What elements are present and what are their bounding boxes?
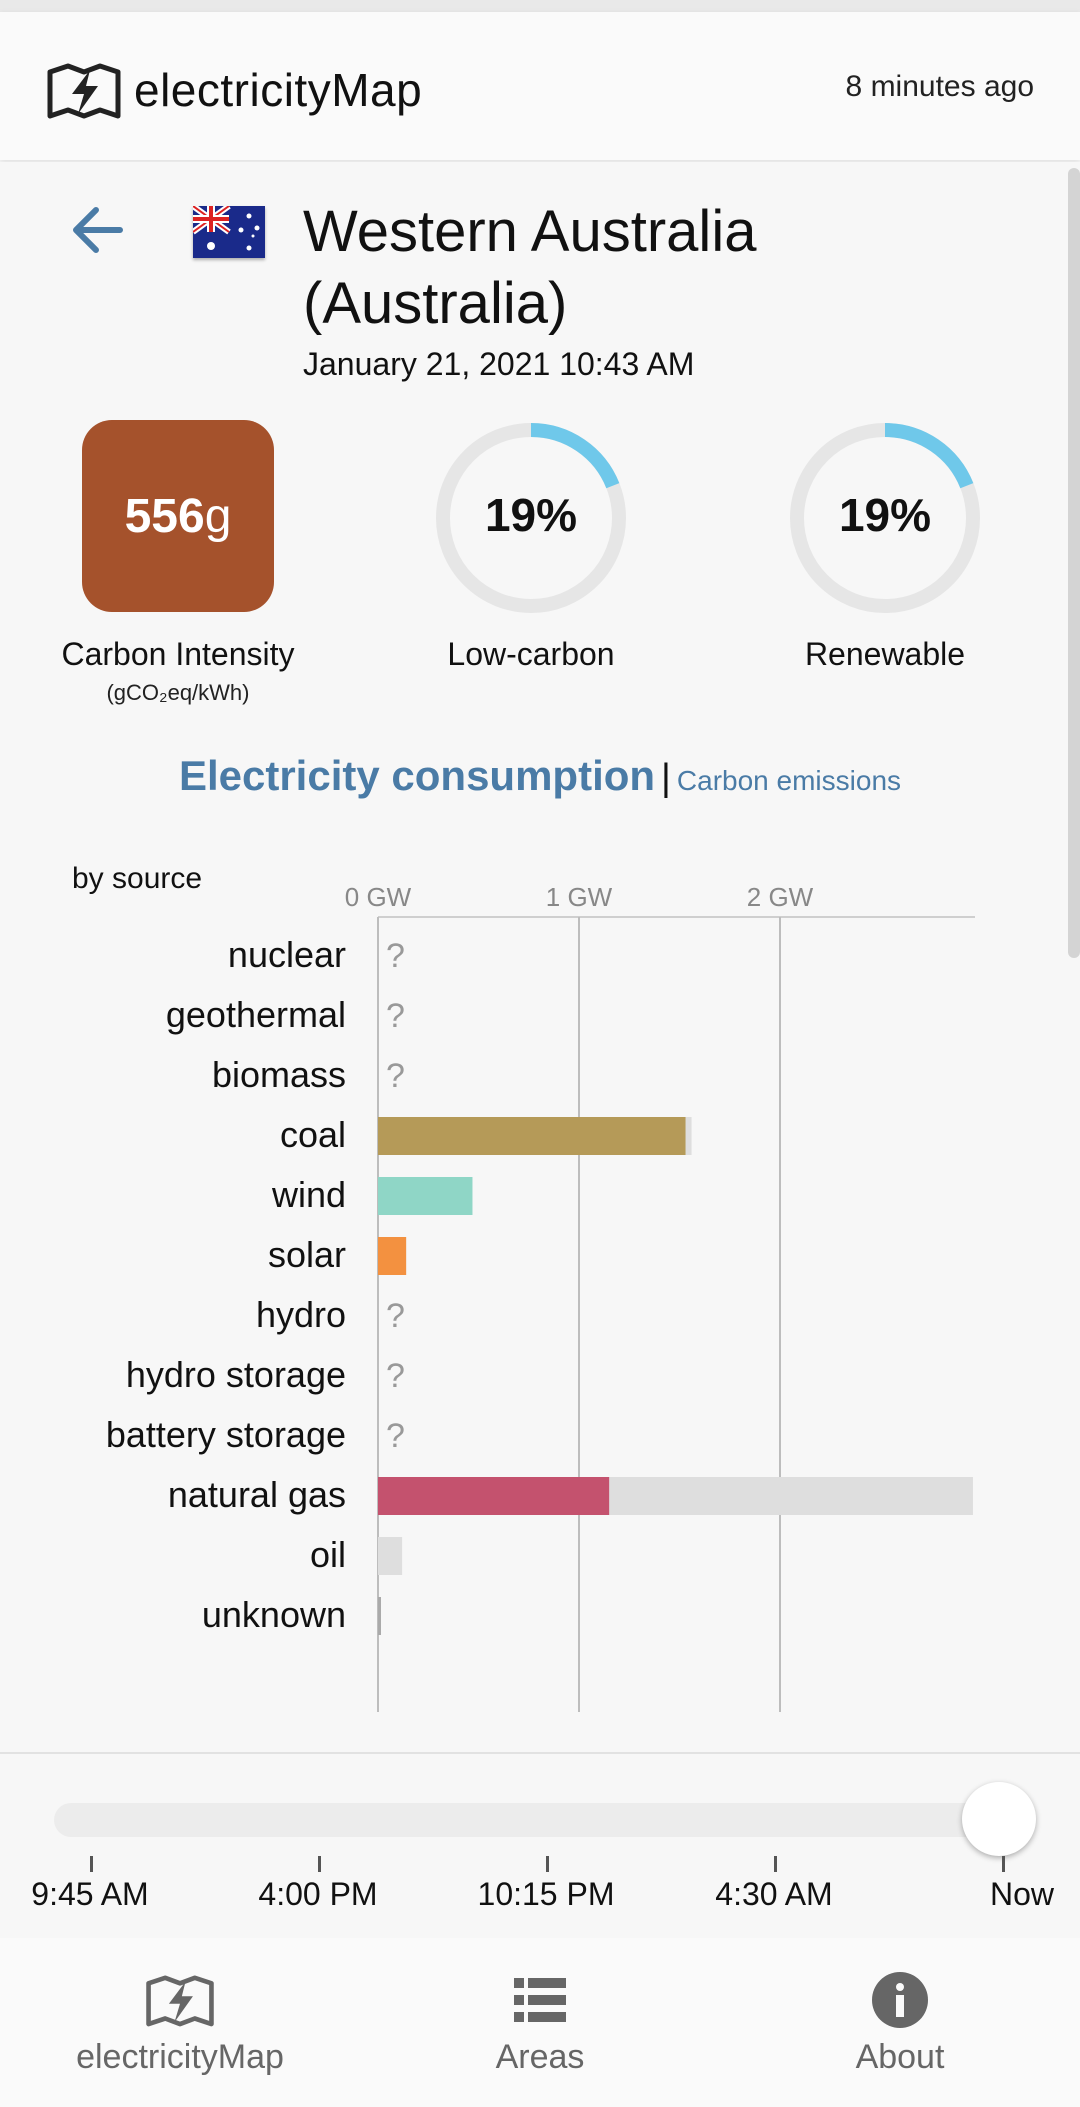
unknown-value-marker: ? — [386, 1417, 405, 1455]
carbon-intensity-badge: 556 g — [82, 420, 274, 612]
time-slider-area — [0, 1752, 1080, 1940]
unknown-value-marker: ? — [386, 937, 405, 975]
timeline-tick — [546, 1856, 549, 1872]
axis-tick-label: 1 GW — [546, 882, 613, 912]
app-name: electricityMap — [134, 64, 423, 116]
low-carbon-ring — [436, 423, 626, 613]
timeline-tick — [318, 1856, 321, 1872]
zone-datetime: January 21, 2021 10:43 AM — [303, 346, 695, 382]
panel-scrollbar[interactable] — [1068, 168, 1080, 958]
carbon-intensity-sublabel: (gCO₂eq/kWh) — [106, 680, 250, 705]
chart-title: by source — [72, 862, 203, 895]
renewable-value: 19% — [838, 489, 932, 541]
back-arrow-icon[interactable] — [70, 200, 126, 260]
carbon-intensity-label: Carbon Intensity — [61, 636, 295, 672]
app-header: electricityMap 8 minutes ago — [0, 12, 1080, 160]
time-slider-track[interactable] — [54, 1803, 1004, 1837]
timeline-tick — [90, 1856, 93, 1872]
list-icon — [514, 1978, 566, 2022]
unknown-value-marker: ? — [386, 997, 405, 1035]
production-bar — [378, 1117, 686, 1155]
unknown-value-marker: ? — [386, 1357, 405, 1395]
nav-about[interactable]: About — [750, 1970, 1050, 2077]
production-bar — [378, 1597, 381, 1635]
capacity-bar — [378, 1537, 403, 1575]
renewable-label: Renewable — [804, 636, 966, 672]
australia-flag-icon — [193, 206, 265, 258]
carbon-intensity-unit: g — [204, 489, 232, 543]
time-slider-thumb[interactable] — [962, 1782, 1036, 1856]
source-label: battery storage — [106, 1414, 346, 1455]
source-label: wind — [271, 1174, 346, 1215]
source-label: hydro — [256, 1294, 346, 1335]
info-icon — [872, 1972, 928, 2028]
nav-electricitymap[interactable]: electricityMap — [30, 1970, 330, 2077]
tab-separator: | — [661, 757, 671, 799]
nav-label-areas: Areas — [495, 2038, 585, 2076]
carbon-intensity-value: 556 — [124, 489, 205, 543]
tab-electricity-consumption[interactable]: Electricity consumption — [178, 752, 656, 799]
brand[interactable]: electricityMap — [44, 58, 422, 122]
source-label: coal — [280, 1114, 346, 1155]
production-bar-chart: 0 GW 1 GW 2 GW nuclear ? geothermal ? biomass ? c… — [106, 882, 975, 1712]
source-label: nuclear — [228, 934, 346, 975]
tab-carbon-emissions[interactable]: Carbon emissions — [676, 765, 902, 796]
timeline-tick-label: 4:00 PM — [258, 1876, 378, 1912]
source-label: unknown — [202, 1594, 346, 1635]
timeline-tick — [1002, 1856, 1005, 1872]
axis-tick-label: 2 GW — [747, 882, 814, 912]
source-label: hydro storage — [126, 1354, 346, 1395]
unknown-value-marker: ? — [386, 1057, 405, 1095]
timeline-tick-label: 9:45 AM — [31, 1876, 149, 1912]
source-label: solar — [268, 1234, 346, 1275]
status-bar — [0, 0, 1080, 12]
production-bar — [378, 1477, 610, 1515]
last-updated: 8 minutes ago — [845, 70, 1034, 103]
union-jack — [193, 206, 231, 235]
source-label: oil — [310, 1534, 346, 1575]
low-carbon-value: 19% — [484, 489, 578, 541]
production-bar — [378, 1177, 473, 1215]
chart-tabs: Electricity consumption | Carbon emissions — [0, 752, 1080, 800]
source-label: biomass — [212, 1054, 346, 1095]
nav-label-electricitymap: electricityMap — [76, 2038, 284, 2076]
map-logo-icon — [146, 1975, 214, 2027]
zone-title: Western Australia (Australia) — [303, 199, 757, 336]
renewable-ring — [790, 423, 980, 613]
source-label: natural gas — [168, 1474, 346, 1515]
electricitymap-logo-icon — [47, 63, 121, 119]
timeline-tick-label: Now — [989, 1876, 1054, 1912]
unknown-value-marker: ? — [386, 1297, 405, 1335]
timeline-tick-label: 4:30 AM — [715, 1876, 833, 1912]
production-bar — [378, 1237, 407, 1275]
low-carbon-label: Low-carbon — [447, 636, 615, 672]
nav-label-about: About — [855, 2038, 945, 2076]
timeline-tick — [774, 1856, 777, 1872]
nav-areas[interactable]: Areas — [390, 1970, 690, 2077]
timeline-tick-label: 10:15 PM — [477, 1876, 615, 1912]
axis-tick-label: 0 GW — [345, 882, 412, 912]
source-label: geothermal — [166, 994, 346, 1035]
